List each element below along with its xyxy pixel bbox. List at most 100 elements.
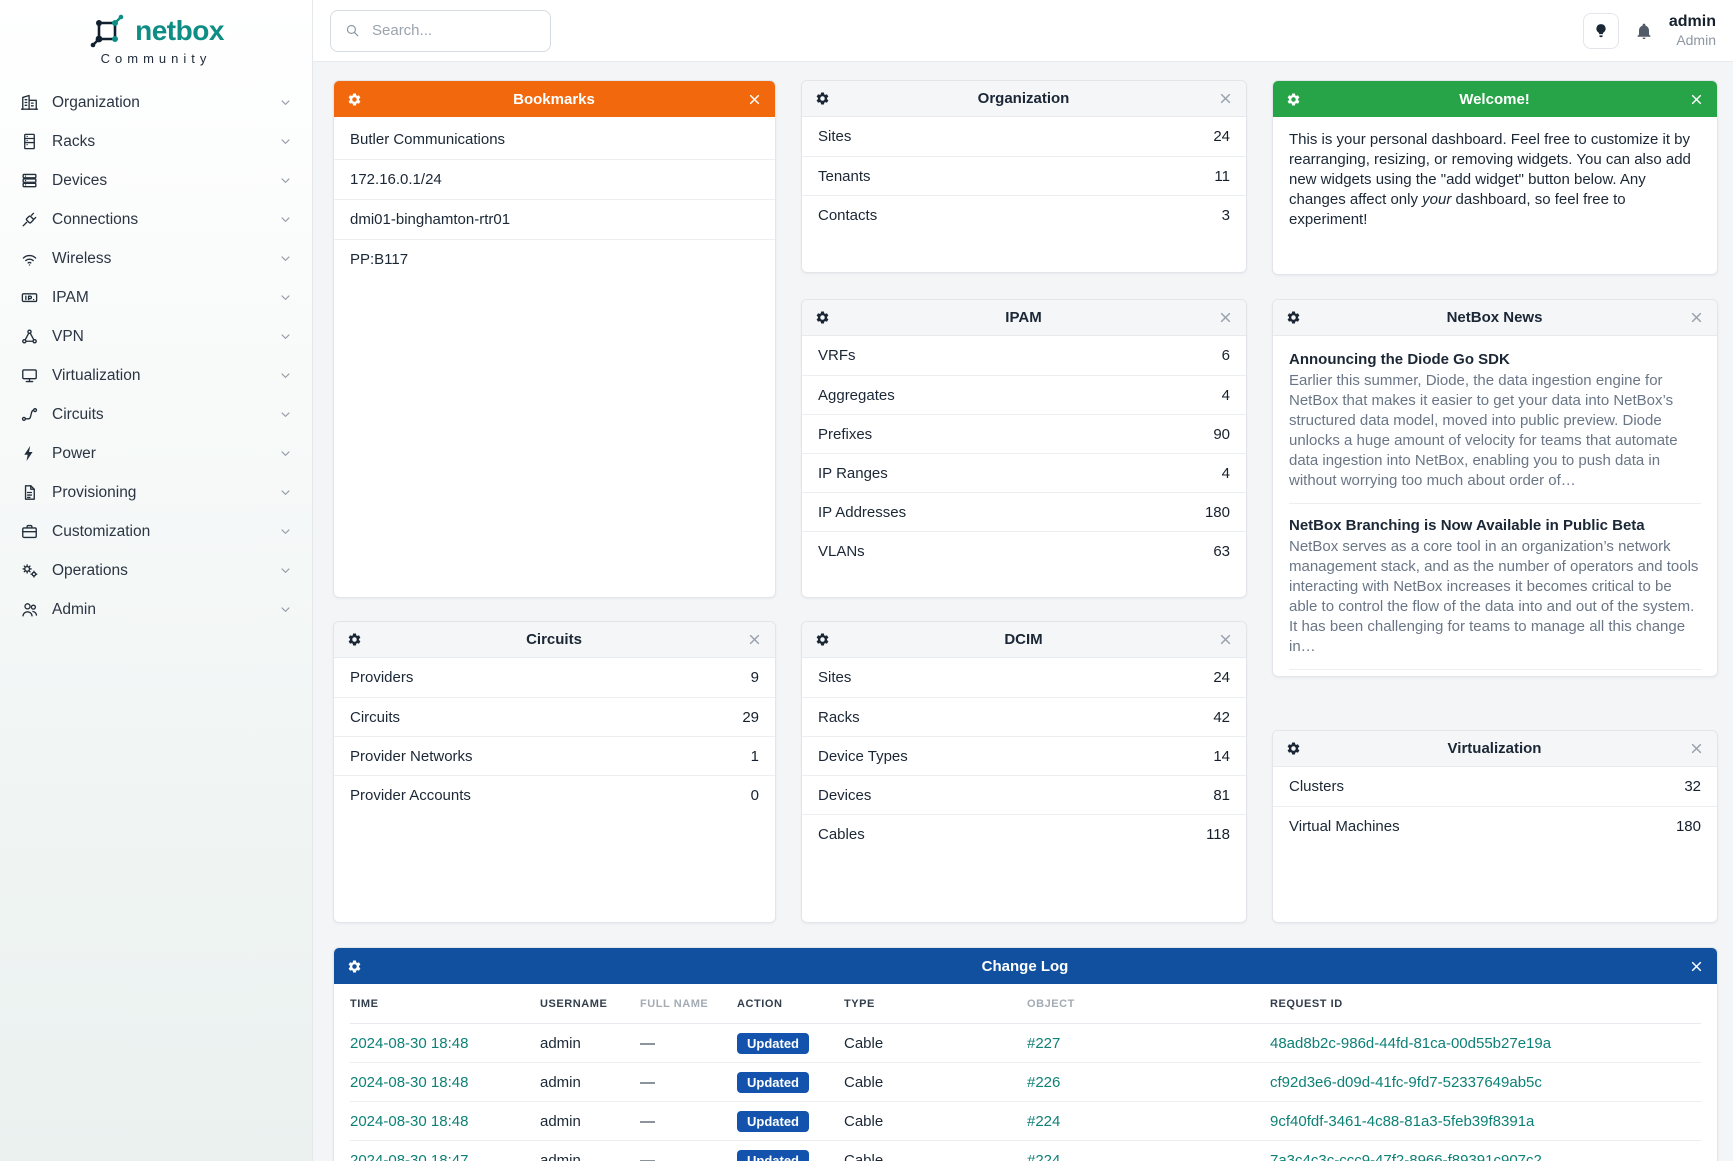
news-headline-link[interactable]: NetBox Branching is Now Available in Pub… xyxy=(1289,517,1645,534)
stat-value-link[interactable]: 11 xyxy=(1214,167,1230,185)
stat-label-link[interactable]: Provider Networks xyxy=(350,747,473,765)
sidebar-item-ipam[interactable]: IPAM xyxy=(0,278,312,317)
stat-value-link[interactable]: 29 xyxy=(742,708,759,726)
stat-label-link[interactable]: Contacts xyxy=(818,206,878,224)
brand-name[interactable]: netbox xyxy=(135,15,224,46)
news-headline-link[interactable]: Announcing the Diode Go SDK xyxy=(1289,351,1510,368)
stat-value-link[interactable]: 32 xyxy=(1684,778,1701,795)
stat-label-link[interactable]: Devices xyxy=(818,786,872,804)
stat-value-link[interactable]: 0 xyxy=(750,786,759,804)
stat-value-link[interactable]: 4 xyxy=(1221,386,1230,404)
changelog-request-id-link[interactable]: cf92d3e6-d09d-41fc-9fd7-52337649ab5c xyxy=(1270,1073,1542,1091)
changelog-time-link[interactable]: 2024-08-30 18:48 xyxy=(350,1034,469,1052)
stat-value-link[interactable]: 24 xyxy=(1213,128,1230,145)
widget-config-button[interactable] xyxy=(814,310,830,326)
sidebar-item-virtualization[interactable]: Virtualization xyxy=(0,356,312,395)
widget-close-button[interactable] xyxy=(1688,91,1705,108)
stat-label-link[interactable]: Device Types xyxy=(818,747,908,765)
stat-value-link[interactable]: 180 xyxy=(1204,503,1230,521)
widget-close-button[interactable] xyxy=(1217,90,1234,107)
stat-value-link[interactable]: 118 xyxy=(1206,825,1230,843)
stat-label-link[interactable]: Sites xyxy=(818,669,852,686)
stat-label-link[interactable]: Tenants xyxy=(818,167,871,185)
widget-close-button[interactable] xyxy=(746,91,763,108)
stat-label-link[interactable]: IP Ranges xyxy=(818,464,888,482)
sidebar-item-vpn[interactable]: VPN xyxy=(0,317,312,356)
stat-label-link[interactable]: IP Addresses xyxy=(818,503,907,521)
changelog-time-link[interactable]: 2024-08-30 18:48 xyxy=(350,1112,469,1130)
user-menu[interactable]: admin Admin xyxy=(1669,13,1717,47)
sidebar-item-provisioning[interactable]: Provisioning xyxy=(0,473,312,512)
stat-label-link[interactable]: Racks xyxy=(818,708,860,726)
netbox-logo-icon[interactable] xyxy=(88,12,126,50)
search-input[interactable] xyxy=(372,22,537,39)
stat-value-link[interactable]: 90 xyxy=(1213,425,1230,443)
stat-label-link[interactable]: Provider Accounts xyxy=(350,786,471,804)
widget-body: Butler Communications 172.16.0.1/24 dmi01-… xyxy=(334,117,775,279)
widget-close-button[interactable] xyxy=(746,631,763,648)
bookmark-link[interactable]: PP:B117 xyxy=(350,251,409,268)
widget-config-button[interactable] xyxy=(346,958,362,974)
sidebar-item-wireless[interactable]: Wireless xyxy=(0,239,312,278)
sidebar-item-power[interactable]: Power xyxy=(0,434,312,473)
stat-value-link[interactable]: 3 xyxy=(1221,206,1230,224)
bookmark-row: Butler Communications xyxy=(334,119,775,159)
bookmark-link[interactable]: 172.16.0.1/24 xyxy=(350,171,442,188)
sidebar-item-organization[interactable]: Organization xyxy=(0,83,312,122)
gear-icon xyxy=(347,959,362,974)
changelog-time-link[interactable]: 2024-08-30 18:48 xyxy=(350,1073,469,1091)
stat-value-link[interactable]: 24 xyxy=(1213,669,1230,686)
stat-label-link[interactable]: Sites xyxy=(818,128,852,145)
sidebar-item-customization[interactable]: Customization xyxy=(0,512,312,551)
changelog-object-link[interactable]: #224 xyxy=(1027,1112,1061,1130)
widget-close-button[interactable] xyxy=(1217,309,1234,326)
widget-config-button[interactable] xyxy=(814,632,830,648)
stat-label-link[interactable]: Providers xyxy=(350,669,414,686)
bookmark-link[interactable]: Butler Communications xyxy=(350,130,506,148)
bookmark-link[interactable]: dmi01-binghamton-rtr01 xyxy=(350,211,511,228)
changelog-request-id-link[interactable]: 48ad8b2c-986d-44fd-81ca-00d55b27e19a xyxy=(1270,1034,1552,1052)
stat-value-link[interactable]: 14 xyxy=(1213,747,1230,765)
changelog-request-id-link[interactable]: 7a3c4c3c-ccc9-47f2-8966-f89391c907c2 xyxy=(1270,1151,1542,1161)
stat-value-link[interactable]: 63 xyxy=(1213,542,1230,560)
stat-label-link[interactable]: Circuits xyxy=(350,708,401,726)
stat-label-link[interactable]: Virtual Machines xyxy=(1289,817,1400,835)
changelog-object-link[interactable]: #224 xyxy=(1027,1151,1061,1161)
stat-value-link[interactable]: 42 xyxy=(1213,708,1230,726)
widget-config-button[interactable] xyxy=(346,91,362,107)
stat-value-link[interactable]: 9 xyxy=(750,669,759,686)
bell-icon[interactable] xyxy=(1634,21,1654,41)
sidebar-item-racks[interactable]: Racks xyxy=(0,122,312,161)
widget-config-button[interactable] xyxy=(1285,741,1301,757)
theme-toggle-button[interactable] xyxy=(1582,12,1619,49)
stat-value-link[interactable]: 6 xyxy=(1221,347,1230,364)
widget-close-button[interactable] xyxy=(1688,740,1705,757)
changelog-time-link[interactable]: 2024-08-30 18:47 xyxy=(350,1151,469,1161)
widget-config-button[interactable] xyxy=(814,91,830,107)
changelog-object-link[interactable]: #227 xyxy=(1027,1034,1061,1052)
stat-label-link[interactable]: Cables xyxy=(818,825,865,843)
stat-value-link[interactable]: 180 xyxy=(1675,817,1701,835)
widget-config-button[interactable] xyxy=(346,632,362,648)
changelog-request-id-link[interactable]: 9cf40fdf-3461-4c88-81a3-5feb39f8391a xyxy=(1270,1112,1535,1130)
sidebar-item-circuits[interactable]: Circuits xyxy=(0,395,312,434)
sidebar-item-devices[interactable]: Devices xyxy=(0,161,312,200)
stat-value-link[interactable]: 4 xyxy=(1221,464,1230,482)
gear-icon xyxy=(1286,92,1301,107)
sidebar-item-connections[interactable]: Connections xyxy=(0,200,312,239)
sidebar-item-operations[interactable]: Operations xyxy=(0,551,312,590)
widget-close-button[interactable] xyxy=(1217,631,1234,648)
stat-label-link[interactable]: VRFs xyxy=(818,347,856,364)
widget-close-button[interactable] xyxy=(1688,309,1705,326)
widget-close-button[interactable] xyxy=(1688,958,1705,975)
widget-config-button[interactable] xyxy=(1285,310,1301,326)
stat-label-link[interactable]: VLANs xyxy=(818,542,865,560)
stat-label-link[interactable]: Prefixes xyxy=(818,425,873,443)
changelog-object-link[interactable]: #226 xyxy=(1027,1073,1061,1091)
stat-value-link[interactable]: 1 xyxy=(750,747,759,765)
sidebar-item-admin[interactable]: Admin xyxy=(0,590,312,629)
stat-value-link[interactable]: 81 xyxy=(1213,786,1230,804)
stat-label-link[interactable]: Clusters xyxy=(1289,778,1345,795)
stat-label-link[interactable]: Aggregates xyxy=(818,386,895,404)
widget-config-button[interactable] xyxy=(1285,91,1301,107)
